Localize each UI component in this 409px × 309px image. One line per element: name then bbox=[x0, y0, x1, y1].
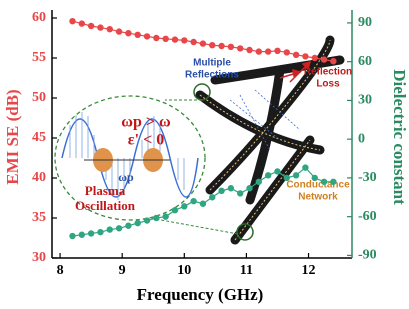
data-point bbox=[181, 37, 187, 43]
annotation: Network bbox=[298, 192, 338, 203]
annotation: Loss bbox=[316, 79, 340, 90]
y-tick-label: 40 bbox=[32, 170, 46, 185]
data-point bbox=[153, 215, 159, 221]
data-point bbox=[88, 23, 94, 29]
data-point bbox=[274, 168, 280, 174]
data-point bbox=[246, 47, 252, 53]
x-tick-label: 12 bbox=[302, 263, 316, 278]
data-point bbox=[144, 33, 150, 39]
annotation: Multiple bbox=[193, 58, 231, 69]
data-point bbox=[293, 52, 299, 58]
data-point bbox=[79, 232, 85, 238]
data-point bbox=[274, 48, 280, 54]
data-point bbox=[162, 36, 168, 42]
data-point bbox=[153, 35, 159, 41]
x-tick-label: 10 bbox=[177, 263, 191, 278]
data-point bbox=[172, 207, 178, 213]
data-point bbox=[209, 42, 215, 48]
data-point bbox=[107, 26, 113, 32]
data-point bbox=[125, 30, 131, 36]
data-point bbox=[228, 185, 234, 191]
y-tick-label: 55 bbox=[32, 50, 46, 65]
data-point bbox=[116, 225, 122, 231]
annotation: Plasma bbox=[85, 183, 126, 198]
data-point bbox=[218, 188, 224, 194]
data-point bbox=[107, 226, 113, 232]
x-tick-label: 8 bbox=[57, 263, 64, 278]
annotation: ε' < 0 bbox=[128, 132, 164, 149]
y2-tick-label: -90 bbox=[358, 248, 377, 263]
data-point bbox=[135, 220, 141, 226]
data-point bbox=[218, 43, 224, 49]
annotation: ωp bbox=[118, 170, 134, 184]
data-point bbox=[190, 39, 196, 45]
data-point bbox=[330, 58, 336, 64]
data-point bbox=[256, 179, 262, 185]
data-point bbox=[125, 223, 131, 229]
data-point bbox=[321, 56, 327, 62]
data-point bbox=[246, 185, 252, 191]
data-point bbox=[69, 18, 75, 24]
data-point bbox=[228, 44, 234, 50]
data-point bbox=[97, 24, 103, 30]
data-point bbox=[284, 49, 290, 55]
data-point bbox=[209, 194, 215, 200]
y-tick-label: 30 bbox=[32, 250, 46, 265]
data-point bbox=[79, 20, 85, 26]
data-point bbox=[284, 175, 290, 181]
data-point bbox=[181, 203, 187, 209]
annotation: Reflections bbox=[185, 70, 239, 81]
data-point bbox=[237, 45, 243, 51]
data-point bbox=[302, 53, 308, 59]
data-point bbox=[116, 28, 122, 34]
y-axis-title: EMI SE (dB) bbox=[3, 89, 22, 184]
y-tick-label: 45 bbox=[32, 130, 46, 145]
data-point bbox=[265, 48, 271, 54]
data-point bbox=[162, 213, 168, 219]
y2-tick-label: -60 bbox=[358, 209, 377, 224]
y2-tick-label: -30 bbox=[358, 170, 377, 185]
annotation: ωp > ω bbox=[121, 114, 171, 131]
data-point bbox=[312, 55, 318, 61]
y-tick-label: 60 bbox=[32, 10, 46, 25]
annotation: Reflection bbox=[304, 67, 352, 78]
data-point bbox=[265, 172, 271, 178]
y-tick-label: 35 bbox=[32, 210, 46, 225]
data-point bbox=[293, 172, 299, 178]
data-point bbox=[321, 179, 327, 185]
data-point bbox=[256, 48, 262, 54]
data-point bbox=[69, 233, 75, 239]
chart: Multiple Reflections Reflection Loss ωp … bbox=[0, 0, 409, 309]
data-point bbox=[144, 217, 150, 223]
y2-tick-label: 60 bbox=[358, 54, 372, 69]
annotation: Conductance bbox=[286, 180, 350, 191]
data-point bbox=[312, 175, 318, 181]
annotation: Oscillation bbox=[75, 198, 136, 213]
data-point bbox=[330, 179, 336, 185]
data-point bbox=[88, 230, 94, 236]
x-tick-label: 9 bbox=[119, 263, 126, 278]
data-point bbox=[200, 201, 206, 207]
data-point bbox=[97, 229, 103, 235]
y2-axis-title: Dielectric constant bbox=[390, 69, 409, 205]
y2-tick-label: 30 bbox=[358, 93, 372, 108]
data-point bbox=[135, 32, 141, 38]
y2-tick-label: 0 bbox=[358, 131, 365, 146]
connector bbox=[150, 218, 238, 234]
data-point bbox=[200, 40, 206, 46]
x-axis-title: Frequency (GHz) bbox=[137, 285, 264, 304]
data-point bbox=[190, 198, 196, 204]
y-tick-label: 50 bbox=[32, 90, 46, 105]
data-point bbox=[237, 190, 243, 196]
y2-tick-label: 90 bbox=[358, 15, 372, 30]
x-tick-label: 11 bbox=[240, 263, 253, 278]
data-point bbox=[302, 164, 308, 170]
data-point bbox=[172, 36, 178, 42]
